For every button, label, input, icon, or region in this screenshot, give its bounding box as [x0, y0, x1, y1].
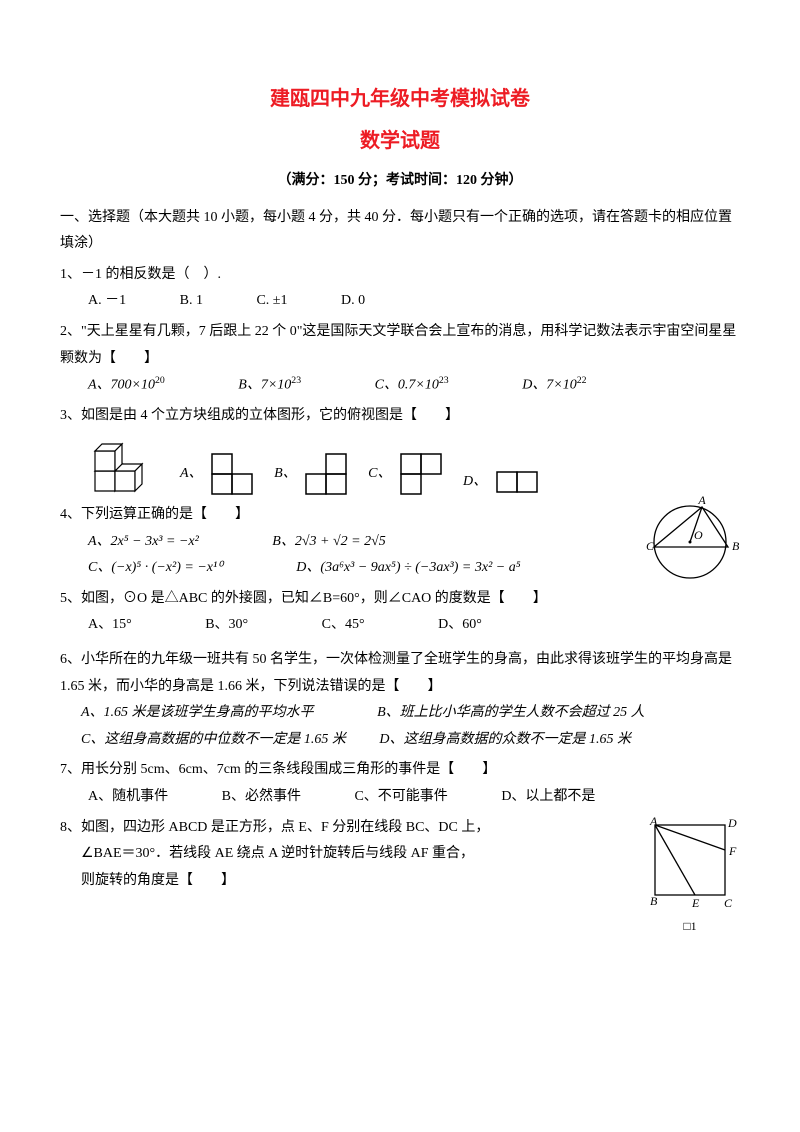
- q7-text: 7、用长分别 5cm、6cm、7cm 的三条线段围成三角形的事件是【 】: [60, 757, 740, 784]
- q2-text: 2、"天上星星有几颗，7 后跟上 22 个 0"这是国际天文学联合会上宣布的消息…: [60, 319, 740, 372]
- q6-opt-d: D、这组身高数据的众数不一定是 1.65 米: [379, 732, 631, 747]
- exam-info: （满分：150 分；考试时间：120 分钟）: [60, 168, 740, 195]
- q1-opt-d: D. 0: [341, 288, 365, 315]
- q3-fig-a-icon: [210, 452, 254, 496]
- q6-opt-a: A、1.65 米是该班学生身高的平均水平: [81, 705, 314, 720]
- svg-text:C: C: [724, 896, 733, 910]
- svg-text:B: B: [650, 894, 658, 908]
- q8-line3: 则旋转的角度是【 】: [60, 868, 740, 895]
- svg-text:D: D: [727, 816, 737, 830]
- q5-opt-a: A、15°: [88, 612, 132, 639]
- q8-fig-label: □1: [640, 915, 740, 938]
- q4-opt-c: C、(−x)⁵ · (−x²) = −x¹⁰: [88, 555, 223, 582]
- q2-opt-c: C、0.7×1023: [375, 372, 449, 399]
- q7-opt-c: C、不可能事件: [354, 784, 447, 811]
- q6-opt-b: B、班上比小华高的学生人数不会超过 25 人: [377, 705, 645, 720]
- q2-opt-d: D、7×1022: [522, 372, 586, 399]
- q1-opt-b: B. 1: [180, 288, 203, 315]
- q7-opt-a: A、随机事件: [88, 784, 168, 811]
- q4-text: 4、下列运算正确的是【 】: [60, 502, 740, 529]
- question-2: 2、"天上星星有几颗，7 后跟上 22 个 0"这是国际天文学联合会上宣布的消息…: [60, 319, 740, 399]
- q1-text: 1、－1 的相反数是（ ）.: [60, 262, 740, 289]
- q5-opt-c: C、45°: [322, 612, 365, 639]
- cubes-3d-icon: [90, 436, 160, 496]
- q6-opt-c: C、这组身高数据的中位数不一定是 1.65 米: [81, 732, 346, 747]
- square-rotation-icon: A D F B E C: [640, 815, 740, 915]
- q3-opt-d: D、: [463, 469, 539, 496]
- q3-opt-b: B、: [274, 452, 348, 496]
- question-4: 4、下列运算正确的是【 】 A、2x⁵ − 3x³ = −x² B、2√3 + …: [60, 502, 740, 582]
- q6-text: 6、小华所在的九年级一班共有 50 名学生，一次体检测量了全班学生的身高，由此求…: [60, 647, 740, 700]
- exam-title: 建瓯四中九年级中考模拟试卷: [60, 80, 740, 118]
- q7-opt-b: B、必然事件: [222, 784, 301, 811]
- q2-opt-a: A、700×1020: [88, 372, 165, 399]
- q1-opt-c: C. ±1: [256, 288, 287, 315]
- svg-text:C: C: [646, 539, 655, 553]
- circle-triangle-icon: A O B C: [640, 492, 740, 587]
- exam-subtitle: 数学试题: [60, 122, 740, 160]
- q5-opt-d: D、60°: [438, 612, 482, 639]
- svg-text:O: O: [694, 528, 703, 542]
- q3-fig-c-icon: [399, 452, 443, 496]
- q4-opt-a: A、2x⁵ − 3x³ = −x²: [88, 529, 199, 556]
- q3-fig-d-icon: [495, 470, 539, 494]
- q8-figure: A D F B E C □1: [640, 815, 740, 938]
- question-6: 6、小华所在的九年级一班共有 50 名学生，一次体检测量了全班学生的身高，由此求…: [60, 647, 740, 753]
- svg-text:B: B: [732, 539, 740, 553]
- svg-text:F: F: [728, 844, 737, 858]
- svg-text:A: A: [697, 493, 706, 507]
- q1-opt-a: A. －1: [88, 288, 126, 315]
- question-1: 1、－1 的相反数是（ ）. A. －1 B. 1 C. ±1 D. 0: [60, 262, 740, 315]
- q8-line2: ∠BAE＝30°．若线段 AE 绕点 A 逆时针旋转后与线段 AF 重合，: [60, 841, 740, 868]
- q2-opt-b: B、7×1023: [238, 372, 301, 399]
- q3-opt-a: A、: [180, 452, 254, 496]
- q3-text: 3、如图是由 4 个立方块组成的立体图形，它的俯视图是【 】: [60, 403, 740, 430]
- q7-opt-d: D、以上都不是: [501, 784, 595, 811]
- question-5: 5、如图，⊙O 是△ABC 的外接圆，已知∠B=60°，则∠CAO 的度数是【 …: [60, 586, 740, 639]
- q5-text: 5、如图，⊙O 是△ABC 的外接圆，已知∠B=60°，则∠CAO 的度数是【 …: [60, 586, 740, 613]
- q5-figure: A O B C: [640, 492, 740, 587]
- q4-opt-b: B、2√3 + √2 = 2√5: [272, 529, 386, 556]
- section-1-heading: 一、选择题（本大题共 10 小题，每小题 4 分，共 40 分．每小题只有一个正…: [60, 205, 740, 258]
- svg-text:A: A: [649, 815, 658, 828]
- question-7: 7、用长分别 5cm、6cm、7cm 的三条线段围成三角形的事件是【 】 A、随…: [60, 757, 740, 810]
- question-3: 3、如图是由 4 个立方块组成的立体图形，它的俯视图是【 】 A、: [60, 403, 740, 496]
- q4-opt-d: D、(3a⁶x³ − 9ax⁵) ÷ (−3ax³) = 3x² − a⁵: [296, 555, 520, 582]
- q5-opt-b: B、30°: [205, 612, 248, 639]
- q8-line1: 8、如图，四边形 ABCD 是正方形，点 E、F 分别在线段 BC、DC 上，: [60, 815, 740, 842]
- q3-opt-c: C、: [368, 452, 443, 496]
- q3-fig-b-icon: [304, 452, 348, 496]
- svg-text:E: E: [691, 896, 700, 910]
- question-8: 8、如图，四边形 ABCD 是正方形，点 E、F 分别在线段 BC、DC 上， …: [60, 815, 740, 895]
